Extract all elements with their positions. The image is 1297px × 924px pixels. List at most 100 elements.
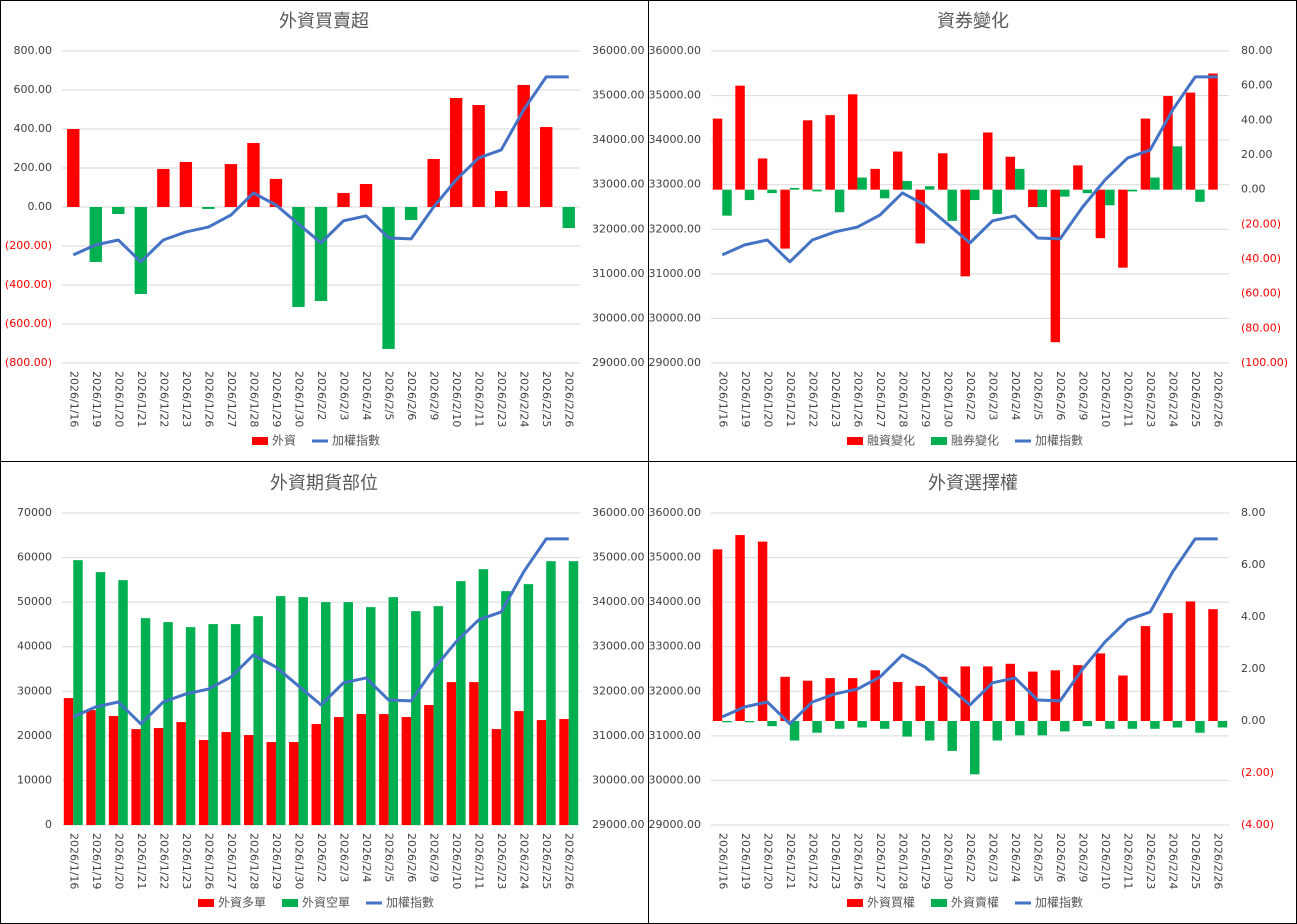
y-tick-label: 30000.00 <box>649 773 702 786</box>
y-tick-label: 35000.00 <box>649 89 702 102</box>
y-tick-label: 35000.00 <box>592 89 645 102</box>
legend-label: 外資 <box>272 434 296 448</box>
x-tick-label: 2026/1/29 <box>270 371 283 427</box>
x-tick-label: 2026/2/24 <box>518 833 531 889</box>
line <box>72 75 569 264</box>
x-tick-label: 2026/2/2 <box>964 833 977 882</box>
bar <box>1127 721 1138 729</box>
bar <box>802 680 813 721</box>
bar <box>337 192 350 207</box>
y-tick-label: 33000.00 <box>592 640 645 653</box>
y-tick-label: 33000.00 <box>649 178 702 191</box>
bar <box>924 721 935 741</box>
x-tick-label: 2026/1/21 <box>135 833 148 889</box>
bar <box>757 541 768 721</box>
legend-swatch <box>931 437 947 445</box>
y-tick-label: 33000.00 <box>592 178 645 191</box>
x-tick-label: 2026/2/2 <box>964 371 977 420</box>
bar <box>1005 156 1016 190</box>
x-tick-label: 2026/2/26 <box>563 833 576 889</box>
x-tick-label: 2026/2/26 <box>1212 371 1225 427</box>
bar <box>275 596 286 825</box>
x-tick-label: 2026/2/23 <box>495 833 508 889</box>
bar <box>523 584 534 825</box>
bar <box>1185 92 1196 190</box>
bar <box>157 168 170 207</box>
bar <box>1015 721 1025 736</box>
y-tick-label: 32000.00 <box>649 684 702 697</box>
x-tick-label: 2026/2/23 <box>1144 833 1157 889</box>
bar <box>722 189 732 216</box>
y-tick-label: 30000.00 <box>592 773 645 786</box>
x-tick-label: 2026/2/10 <box>1099 833 1112 889</box>
x-tick-label: 2026/2/10 <box>1099 371 1112 427</box>
legend-label: 外資賣權 <box>951 895 999 910</box>
bar <box>1208 73 1218 190</box>
bar <box>382 207 395 349</box>
bar <box>230 624 241 825</box>
y-tick-label: 34000.00 <box>649 133 702 146</box>
bar <box>1118 675 1128 721</box>
y-tick-label: 36000.00 <box>592 506 645 519</box>
bar <box>960 666 970 721</box>
bar <box>314 207 328 301</box>
x-tick-label: 2026/2/11 <box>1122 833 1135 889</box>
y-tick-label: 34000.00 <box>649 595 702 608</box>
x-tick-label: 2026/1/29 <box>919 371 932 427</box>
legend-label: 融券變化 <box>951 433 999 448</box>
x-tick-label: 2026/2/11 <box>473 833 486 889</box>
bar <box>1195 189 1205 202</box>
y-tick-label: 29000.00 <box>649 818 702 831</box>
bar <box>311 724 321 825</box>
bar <box>494 191 508 207</box>
legend-swatch <box>198 899 214 907</box>
bar <box>1140 118 1151 190</box>
x-tick-label: 2026/2/2 <box>315 371 328 420</box>
bar <box>970 721 980 775</box>
bar <box>112 207 125 215</box>
legend-swatch <box>931 899 947 907</box>
y-tick-label: 34000.00 <box>592 133 645 146</box>
bar <box>825 678 835 721</box>
x-tick-label: 2026/2/5 <box>383 833 396 882</box>
bar <box>1015 168 1025 190</box>
x-tick-label: 2026/2/5 <box>1032 371 1045 420</box>
y-tick-label: 32000.00 <box>649 222 702 235</box>
chart-title: 外資期貨部位 <box>270 473 378 494</box>
bar <box>343 602 353 825</box>
bar <box>266 742 276 825</box>
bar <box>63 698 74 825</box>
bar <box>321 602 331 825</box>
x-tick-label: 2026/2/25 <box>540 371 553 427</box>
bar <box>131 729 141 825</box>
bar <box>812 189 822 192</box>
y-tick-label: 10000 <box>17 773 52 786</box>
bar <box>1217 721 1228 728</box>
bar <box>1208 609 1218 721</box>
bar <box>1172 721 1183 728</box>
bar <box>67 129 80 207</box>
x-tick-label: 2026/2/26 <box>1212 833 1225 889</box>
chart-panel: 資券變化 29000.00 30000.00 31000.00 32000.00 3300… <box>649 11 1289 448</box>
bar <box>433 606 444 825</box>
x-tick-label: 2026/2/9 <box>428 371 441 420</box>
x-tick-label: 2026/1/30 <box>292 371 305 427</box>
x-tick-label: 2026/1/20 <box>112 371 125 427</box>
x-tick-label: 2026/2/6 <box>1054 371 1067 420</box>
bar <box>722 721 732 723</box>
line <box>72 537 569 726</box>
bar <box>879 189 890 199</box>
x-tick-label: 2026/2/24 <box>518 371 531 427</box>
bar <box>735 535 745 721</box>
bar <box>1050 670 1061 721</box>
bar <box>1150 177 1160 190</box>
y-tick-label: 31000.00 <box>649 729 702 742</box>
x-tick-label: 2026/2/6 <box>1054 833 1067 882</box>
bar <box>1163 613 1173 721</box>
bar <box>469 682 479 825</box>
bar <box>562 207 575 229</box>
bar <box>292 207 305 308</box>
y-tick-label: 200.00 <box>14 161 53 174</box>
y-tick-label: 0 <box>45 818 52 831</box>
y-tick-label: 600.00 <box>14 83 53 96</box>
